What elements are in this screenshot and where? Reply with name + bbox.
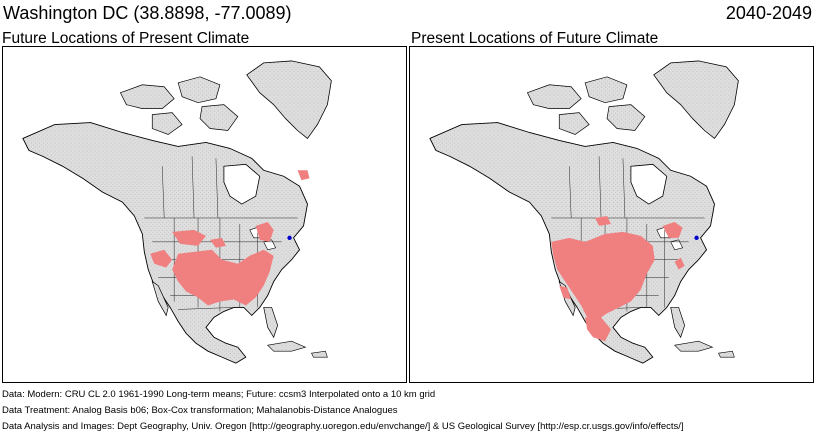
present-locations-map [409, 46, 814, 383]
washington-dc-marker [287, 235, 292, 241]
washington-dc-marker [694, 235, 699, 241]
caribbean-islands [267, 340, 328, 358]
analog-climate-regions [150, 170, 310, 306]
footer-data-treatment: Data Treatment: Analog Basis b06; Box-Co… [2, 405, 398, 416]
location-title: Washington DC (38.8898, -77.0089) [3, 3, 292, 23]
analog-climate-regions [551, 215, 685, 342]
left-panel-title: Future Locations of Present Climate [2, 30, 250, 47]
footer-data-analysis: Data Analysis and Images: Dept Geography… [2, 421, 684, 432]
north-america-map-right [429, 60, 739, 364]
hudson-bay [223, 163, 261, 205]
hudson-bay [630, 163, 668, 205]
greenland-landmass [653, 60, 739, 140]
arctic-islands [119, 84, 175, 109]
florida [670, 307, 686, 339]
future-locations-map [2, 46, 407, 383]
greenland-landmass [246, 60, 332, 140]
right-panel-title: Present Locations of Future Climate [411, 30, 659, 47]
north-america-map-left [22, 60, 332, 364]
footer-data-source: Data: Modern: CRU CL 2.0 1961-1990 Long-… [2, 389, 436, 400]
period-label: 2040-2049 [725, 3, 812, 23]
caribbean-islands [674, 340, 735, 358]
baja [151, 280, 169, 317]
arctic-islands [526, 84, 582, 109]
florida [263, 307, 279, 339]
